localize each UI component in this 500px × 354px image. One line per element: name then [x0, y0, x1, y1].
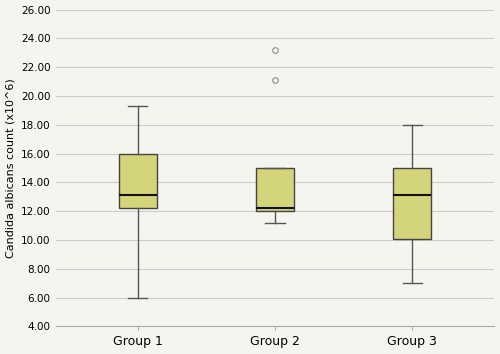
PathPatch shape: [393, 168, 432, 239]
PathPatch shape: [118, 154, 157, 208]
Y-axis label: Candida albicans count (x10^6): Candida albicans count (x10^6): [6, 78, 16, 258]
PathPatch shape: [256, 168, 294, 211]
